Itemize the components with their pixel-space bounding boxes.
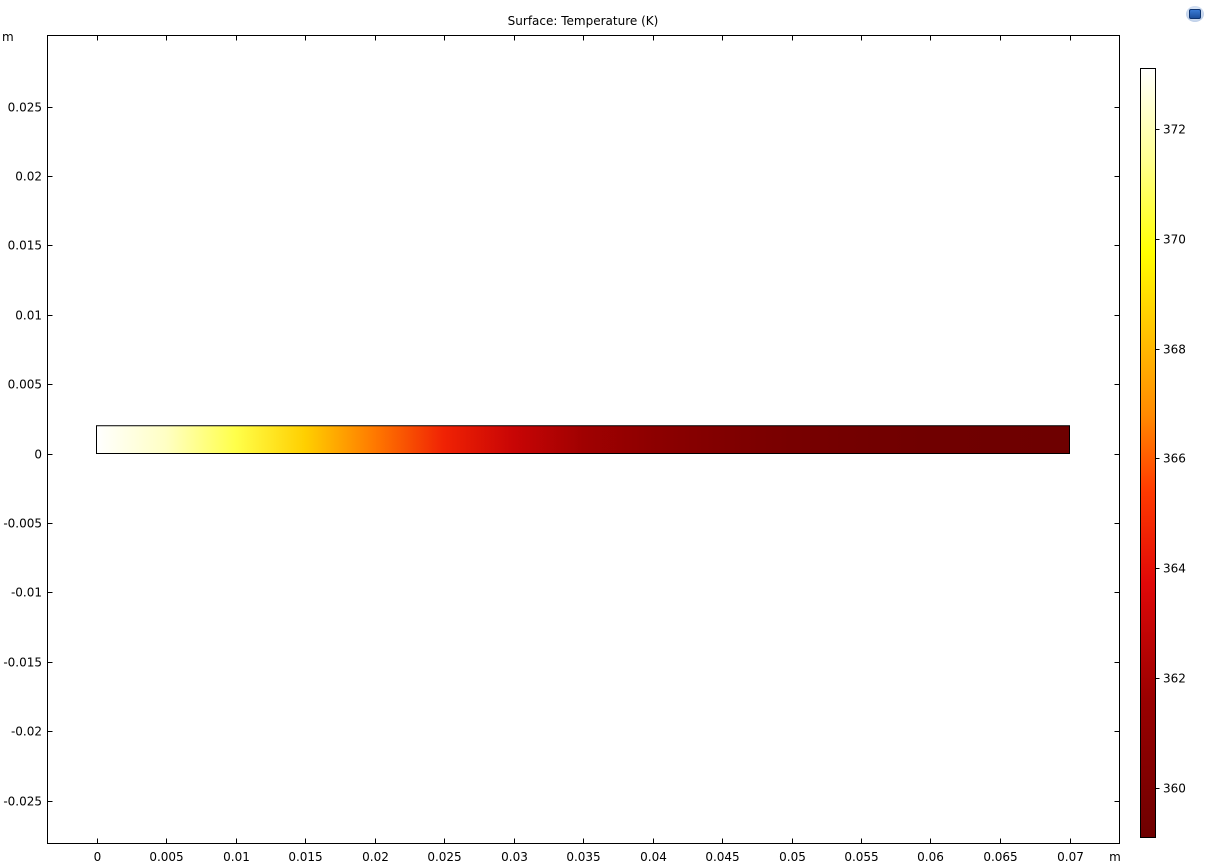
y-tick-label: 0.02: [15, 170, 42, 184]
colorbar-tick-label: 368: [1163, 343, 1186, 357]
x-tick-label: 0.07: [1057, 850, 1084, 864]
y-tick-label: -0.025: [3, 795, 42, 809]
plot-title: Surface: Temperature (K): [508, 14, 659, 28]
y-tick-label: -0.02: [11, 725, 42, 739]
x-tick-label: 0.06: [917, 850, 944, 864]
colorbar-tick-label: 364: [1163, 562, 1186, 576]
y-tick-label: -0.01: [11, 586, 42, 600]
y-tick-label: 0.005: [8, 378, 42, 392]
y-tick-label: -0.005: [3, 517, 42, 531]
colorbar: [1140, 68, 1156, 838]
colorbar-tick-label: 360: [1163, 782, 1186, 796]
x-tick-label: 0.01: [223, 850, 250, 864]
colorbar-tick-label: 366: [1163, 452, 1186, 466]
y-tick-label: 0.025: [8, 101, 42, 115]
colorbar-tick-label: 372: [1163, 123, 1186, 137]
temperature-domain-surface: [96, 425, 1070, 454]
colorbar-tick-label: 362: [1163, 672, 1186, 686]
y-unit-label: m: [2, 30, 14, 44]
x-tick-label: 0.03: [501, 850, 528, 864]
x-tick-label: 0: [94, 850, 102, 864]
x-tick-label: 0.015: [288, 850, 322, 864]
y-tick-label: 0.015: [8, 239, 42, 253]
comsol-logo-icon: [1186, 6, 1204, 22]
x-tick-label: 0.05: [779, 850, 806, 864]
x-tick-label: 0.04: [640, 850, 667, 864]
x-tick-label: 0.02: [362, 850, 389, 864]
colorbar-tick-label: 370: [1163, 233, 1186, 247]
y-tick-label: -0.015: [3, 656, 42, 670]
x-unit-label: m: [1109, 850, 1121, 864]
x-tick-label: 0.045: [705, 850, 739, 864]
x-tick-label: 0.005: [149, 850, 183, 864]
x-tick-label: 0.025: [427, 850, 461, 864]
x-tick-label: 0.055: [844, 850, 878, 864]
y-tick-label: 0.01: [15, 309, 42, 323]
x-tick-label: 0.035: [566, 850, 600, 864]
y-tick-label: 0: [34, 448, 42, 462]
x-tick-label: 0.065: [983, 850, 1017, 864]
